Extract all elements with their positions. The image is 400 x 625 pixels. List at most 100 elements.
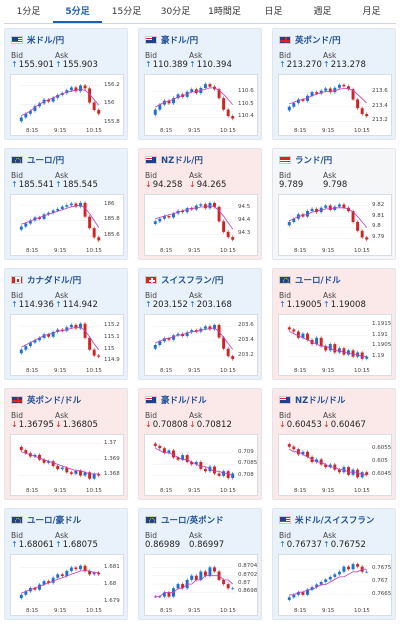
candle-body [306,333,309,340]
price-chart[interactable]: 110.6 110.5 110.4 8:15 9:15 10:15 [144,74,258,136]
pair-card[interactable]: ユーロ/英ポンド Bid Ask 0.86989 0.86997 0.8704 0.8702… [138,508,262,620]
tab-6[interactable]: 週足 [313,7,332,17]
pair-name: 英ポンド/円 [295,36,341,46]
tab-7[interactable]: 月足 [362,7,381,17]
pair-card[interactable]: 英ポンド/ドル Bid Ask ↓1.36795↓1.36805 1.37 1.369 1.… [4,388,128,500]
pair-title[interactable]: ユーロ/英ポンド [145,514,224,526]
pair-card[interactable]: NZドル/円 Bid Ask ↓94.258 ↓94.265 94.5 94.4 94.3 8:… [138,148,262,260]
pair-card[interactable]: ユーロ/円 Bid Ask ↑185.541↑185.545 186 185.8 185.6… [4,148,128,260]
price-chart[interactable]: 203.6 203.4 203.2 8:15 9:15 10:15 [144,314,258,376]
candle-body [287,444,291,447]
arrow-up-icon: ↑ [55,300,62,309]
y-tick-label: 9.81 [372,212,385,219]
price-chart[interactable]: 1.681 1.68 1.679 8:15 9:15 10:15 [10,554,124,616]
pair-title[interactable]: ランド/円 [279,154,332,166]
candle-body [176,584,180,589]
candle-body [213,466,216,474]
pair-title[interactable]: 英ポンド/ドル [11,394,81,406]
candle-body [42,459,46,463]
pair-card[interactable]: 米ドル/スイスフラン Bid Ask ↑0.76737↑0.76752 0.7675 0.… [272,508,396,620]
price-chart[interactable]: 0.7675 0.767 0.7665 8:15 9:15 10:15 [278,554,392,616]
price-chart[interactable]: 156.2 156 155.8 8:15 9:15 10:15 [10,74,124,136]
pair-title[interactable]: ユーロ/ドル [279,274,341,286]
y-tick-label: 0.8698 [238,588,258,595]
pair-card[interactable]: カナダドル/円 Bid Ask ↑114.936↑114.942 115.2 115.1 1… [4,268,128,380]
pair-card[interactable]: NZドル/ドル Bid Ask ↓0.60453↓0.60467 0.6055 0.605… [272,388,396,500]
pair-title[interactable]: 豪ドル/ドル [145,394,207,406]
pair-title[interactable]: NZドル/ドル [279,394,345,406]
bid-quote: ↓94.258 [145,180,189,190]
candle-body [83,565,87,571]
pair-card[interactable]: ユーロ/豪ドル Bid Ask ↑1.68061↑1.68075 1.681 1.68 1.… [4,508,128,620]
tab-5[interactable]: 日足 [264,7,283,17]
pair-title[interactable]: ユーロ/円 [11,154,64,166]
candle-body [287,597,291,600]
pair-card[interactable]: 豪ドル/円 Bid Ask ↑110.389↑110.394 110.6 110.5 110… [138,28,262,140]
arrow-up-icon: ↑ [323,540,330,549]
pair-title[interactable]: 米ドル/円 [11,34,64,46]
pair-title[interactable]: NZドル/円 [145,154,203,166]
x-tick-label: 10:15 [220,128,236,134]
candle-body [315,92,319,94]
moving-average-line [21,88,100,116]
arrow-up-icon: ↑ [55,60,62,69]
ask-quote: ↑213.278 [323,60,366,70]
candle-body [337,571,341,575]
tab-4[interactable]: 1時間足 [208,7,241,17]
price-chart[interactable]: 1.37 1.369 1.368 8:15 9:15 10:15 [10,434,124,496]
pair-card[interactable]: 豪ドル/ドル Bid Ask ↓0.70808↓0.70812 0.709 0.7085 0… [138,388,262,500]
price-chart[interactable]: 0.8704 0.8702 0.87 0.8698 8:15 9:15 10:15 [144,554,258,616]
flag-icon [279,156,291,164]
candle-body [24,591,28,595]
candle-body [33,587,37,590]
price-chart[interactable]: 186 185.8 185.6 8:15 9:15 10:15 [10,194,124,256]
arrow-up-icon: ↑ [323,60,330,69]
ask-value: 0.70812 [196,420,232,430]
candle-body [199,204,203,206]
pair-title[interactable]: 豪ドル/円 [145,34,198,46]
candle-body [83,472,87,476]
candle-body [74,324,78,329]
tab-2[interactable]: 15分足 [111,7,142,17]
chart-svg [153,323,235,361]
x-tick-label: 9:15 [322,608,335,614]
bid-label: Bid [279,171,291,180]
pair-title[interactable]: ユーロ/豪ドル [11,514,81,526]
candle-body [69,203,73,206]
moving-average-line [155,575,233,597]
price-chart[interactable]: 9.82 9.81 9.8 9.79 8:15 9:15 10:15 [278,194,392,256]
tab-3[interactable]: 30分足 [160,7,191,17]
quote-labels: Bid Ask [11,291,68,300]
flag-icon [11,156,23,164]
pair-card[interactable]: ランド/円 Bid Ask 9.789 9.798 9.82 9.81 9.8 9.79 8:15… [272,148,396,260]
candle-body [310,92,314,96]
candle-body [194,575,198,580]
x-tick-label: 8:15 [26,608,39,614]
tab-0[interactable]: 1分足 [16,7,41,17]
pair-title[interactable]: カナダドル/円 [11,274,81,286]
y-tick-label: 1.681 [104,563,120,570]
pair-title[interactable]: スイスフラン/円 [145,274,223,286]
tab-1[interactable]: 5分足 [53,2,102,23]
pair-title[interactable]: 米ドル/スイスフラン [279,514,374,526]
price-chart[interactable]: 94.5 94.4 94.3 8:15 9:15 10:15 [144,194,258,256]
price-chart[interactable]: 0.709 0.7085 0.708 8:15 9:15 10:15 [144,434,258,496]
price-chart[interactable]: 0.6055 0.605 0.6045 8:15 9:15 10:15 [278,434,392,496]
candle-body [310,587,314,590]
price-chart[interactable]: 213.6 213.4 213.2 8:15 9:15 10:15 [278,74,392,136]
price-chart[interactable]: 1.1915 1.191 1.1905 1.19 8:15 9:15 10:15 [278,314,392,376]
price-chart[interactable]: 115.2 115.1 115 114.9 8:15 9:15 10:15 [10,314,124,376]
pair-card[interactable]: 米ドル/円 Bid Ask ↑155.901↑155.903 156.2 156 155.8… [4,28,128,140]
candle-body [153,596,157,598]
pair-card[interactable]: 英ポンド/円 Bid Ask ↑213.270↑213.278 213.6 213.4 21… [272,28,396,140]
bid-label: Bid [11,411,23,420]
candle-body [74,470,78,474]
x-tick-label: 8:15 [160,608,173,614]
pair-card[interactable]: ユーロ/ドル Bid Ask ↑1.19005↑1.19008 1.1915 1.191 1… [272,268,396,380]
candle-body [79,470,82,476]
bid-value: 155.901 [18,60,54,70]
candle-body [222,98,226,110]
pair-title[interactable]: 英ポンド/円 [279,34,341,46]
pair-card[interactable]: スイスフラン/円 Bid Ask ↑203.152↑203.168 203.6 203.4… [138,268,262,380]
y-tick-label: 213.6 [372,88,388,95]
